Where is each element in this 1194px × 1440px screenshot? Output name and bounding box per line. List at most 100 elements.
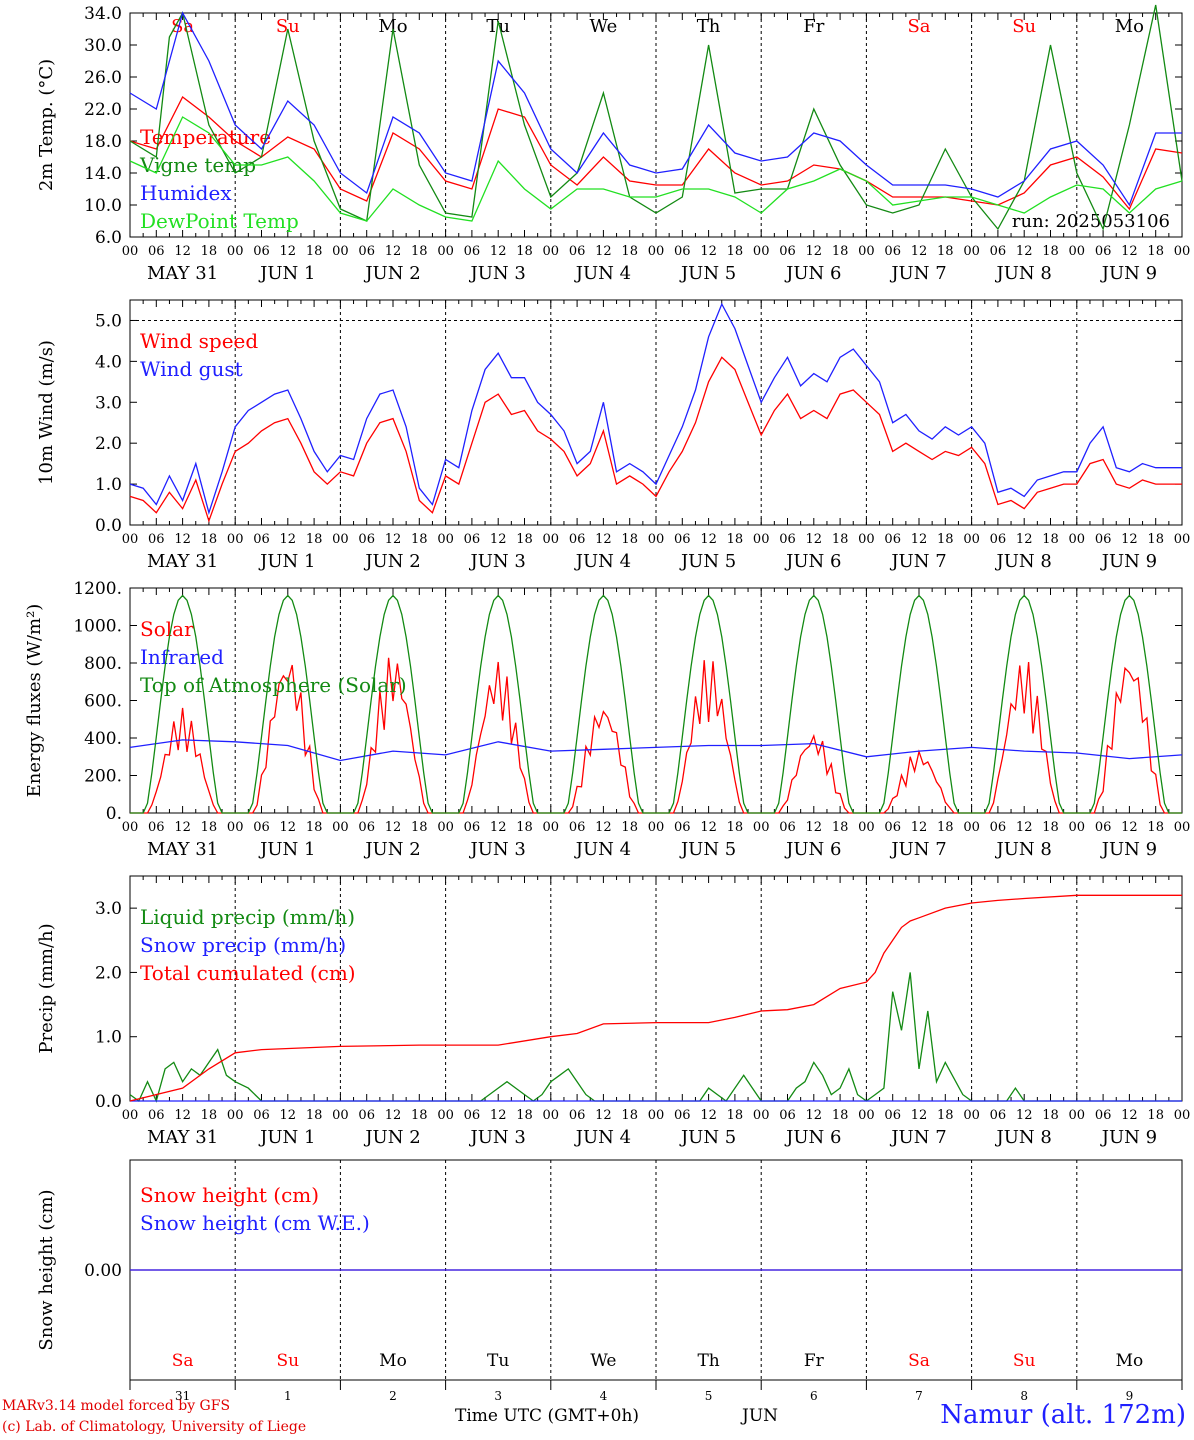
day-of-week-label: Sa [908,1351,930,1371]
legend-entry: Snow height (cm) [140,1183,319,1207]
hour-tick-label: 12 [700,244,717,259]
hour-tick-label: 00 [122,820,139,835]
hour-tick-label: 06 [253,1108,270,1123]
hour-tick-label: 12 [1121,1108,1138,1123]
legend-entry: DewPoint Temp [140,209,299,233]
hour-tick-label: 18 [621,532,638,547]
date-label: JUN 5 [679,263,736,284]
hour-tick-label: 12 [911,820,928,835]
hour-tick-label: 12 [700,1108,717,1123]
date-label: JUN 4 [574,263,631,284]
hour-tick-label: 18 [1042,532,1059,547]
hour-tick-label: 06 [779,820,796,835]
model-credit: MARv3.14 model forced by GFS [2,1398,231,1414]
hour-tick-label: 00 [122,1108,139,1123]
hour-tick-label: 12 [595,1108,612,1123]
hour-tick-label: 12 [280,244,297,259]
day-number-label: 1 [284,1389,292,1403]
day-of-week-label: Su [276,1351,299,1371]
hour-tick-label: 06 [884,244,901,259]
legend-entry: Solar [140,617,194,641]
hour-tick-label: 18 [411,244,428,259]
hour-tick-label: 00 [227,244,244,259]
hour-tick-label: 06 [148,244,165,259]
date-label: JUN 4 [574,1127,631,1148]
legend-entry: Snow height (cm W.E.) [140,1211,370,1235]
y-tick-label: 0. [106,804,122,824]
hour-tick-label: 00 [1069,1108,1086,1123]
date-label: JUN 2 [363,1127,420,1148]
date-label: JUN 4 [574,839,631,860]
date-label: JUN 1 [258,839,315,860]
hour-tick-label: 18 [1042,1108,1059,1123]
hour-tick-label: 18 [937,244,954,259]
y-tick-label: 10.0 [84,196,122,216]
date-label: JUN 3 [469,551,526,572]
legend-entry: Wind speed [140,329,258,353]
hour-tick-label: 12 [806,532,823,547]
hour-tick-label: 00 [963,820,980,835]
hour-tick-label: 00 [332,1108,349,1123]
hour-tick-label: 18 [1042,820,1059,835]
date-label: MAY 31 [147,263,218,284]
hour-tick-label: 00 [648,244,665,259]
series-line [129,356,1182,523]
hour-tick-label: 12 [280,820,297,835]
date-label: JUN 5 [679,551,736,572]
hour-tick-label: 00 [858,1108,875,1123]
hour-tick-label: 06 [1095,532,1112,547]
hour-tick-label: 06 [464,244,481,259]
date-label: MAY 31 [147,839,218,860]
date-label: JUN 4 [574,551,631,572]
hour-tick-label: 18 [621,1108,638,1123]
panel-frame [129,12,1183,238]
date-label: JUN 8 [995,1127,1052,1148]
day-of-week-label: Th [697,1351,719,1371]
series-line [130,594,1182,814]
hour-tick-label: 12 [385,820,402,835]
date-label: JUN 7 [889,551,946,572]
hour-tick-label: 06 [358,1108,375,1123]
hour-tick-label: 18 [201,532,218,547]
y-tick-label: 400. [84,729,122,749]
hour-tick-label: 00 [543,820,560,835]
hour-tick-label: 18 [516,244,533,259]
hour-tick-label: 00 [963,532,980,547]
date-label: JUN 9 [1100,263,1157,284]
hour-tick-label: 18 [411,1108,428,1123]
hour-tick-label: 12 [174,532,191,547]
date-label: JUN 8 [995,263,1052,284]
hour-tick-label: 18 [516,1108,533,1123]
date-label: MAY 31 [147,551,218,572]
hour-tick-label: 12 [1016,1108,1033,1123]
hour-tick-label: 06 [990,820,1007,835]
hour-tick-label: 00 [332,244,349,259]
date-label: JUN 5 [679,839,736,860]
date-label: JUN 1 [258,1127,315,1148]
hour-tick-label: 18 [727,1108,744,1123]
x-axis-title: Time UTC (GMT+0h) [455,1406,640,1426]
y-axis-label: Energy fluxes (W/m²) [24,604,45,798]
hour-tick-label: 18 [832,820,849,835]
hour-tick-label: 12 [490,820,507,835]
legend-entry: Snow precip (mm/h) [140,933,346,957]
hour-tick-label: 06 [148,820,165,835]
hour-tick-label: 18 [201,244,218,259]
hour-tick-label: 12 [1016,532,1033,547]
hour-tick-label: 06 [253,820,270,835]
date-label: JUN 2 [363,551,420,572]
day-of-week-label: Mo [378,16,407,37]
day-of-week-label: Fr [804,1351,825,1371]
day-of-week-label: Fr [803,16,824,37]
hour-tick-label: 12 [806,244,823,259]
hour-tick-label: 00 [437,820,454,835]
hour-tick-label: 00 [648,1108,665,1123]
hour-tick-label: 00 [858,532,875,547]
hour-tick-label: 00 [648,532,665,547]
hour-tick-label: 06 [990,244,1007,259]
day-of-week-label: We [590,1351,616,1371]
day-of-week-label: Mo [1116,1351,1144,1371]
day-number-label: 6 [810,1389,818,1403]
hour-tick-label: 18 [201,820,218,835]
panel-snow: Sa 31 Su 1 Mo 2 Tu 3 We 4 Th 5 Fr 6 Sa 7 Su 8 Mo 9 0.00 Snow … [36,1159,1183,1403]
